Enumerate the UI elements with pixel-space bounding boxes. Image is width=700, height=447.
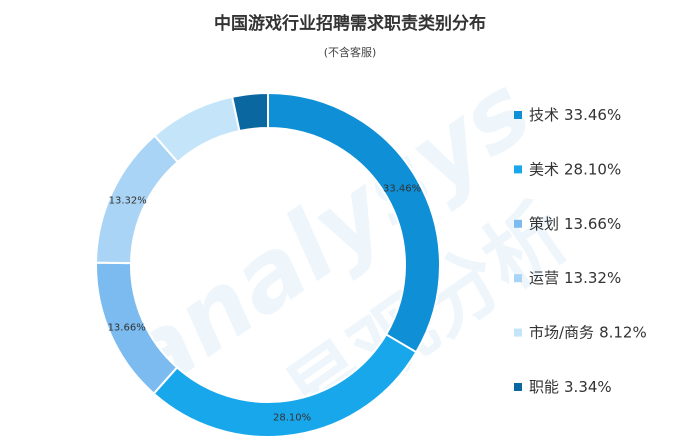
legend-swatch bbox=[514, 274, 522, 283]
legend-value: 8.12% bbox=[599, 323, 647, 341]
legend-swatch bbox=[514, 111, 522, 119]
legend-value: 13.32% bbox=[564, 269, 621, 287]
legend-swatch bbox=[514, 383, 522, 391]
slice-label: 33.46% bbox=[383, 183, 421, 194]
legend-swatch bbox=[514, 328, 522, 337]
legend-name: 技术 bbox=[529, 106, 559, 124]
legend-name: 市场/商务 bbox=[529, 323, 594, 341]
legend-label: 美术 28.10% bbox=[529, 160, 621, 178]
slice-label: 13.66% bbox=[108, 322, 146, 333]
chart-title: 中国游戏行业招聘需求职责类别分布 bbox=[214, 13, 486, 34]
legend-name: 美术 bbox=[529, 160, 559, 178]
legend-value: 33.46% bbox=[564, 106, 621, 124]
legend-label: 市场/商务 8.12% bbox=[529, 323, 647, 341]
legend-label: 策划 13.66% bbox=[529, 214, 621, 232]
legend-label: 技术 33.46% bbox=[529, 106, 621, 124]
legend-label: 职能 3.34% bbox=[529, 378, 612, 396]
legend-swatch bbox=[514, 165, 522, 174]
legend-value: 3.34% bbox=[564, 378, 612, 396]
donut-slice bbox=[230, 91, 269, 133]
chart-subtitle: (不含客服) bbox=[324, 45, 377, 59]
legend-value: 13.66% bbox=[564, 214, 621, 232]
slice-label: 28.10% bbox=[273, 413, 311, 424]
legend-name: 职能 bbox=[529, 378, 559, 396]
slice-label: 13.32% bbox=[109, 195, 147, 206]
legend-name: 运营 bbox=[529, 269, 559, 287]
legend-value: 28.10% bbox=[564, 160, 621, 178]
legend-swatch bbox=[514, 219, 522, 228]
legend-name: 策划 bbox=[529, 214, 559, 232]
legend-label: 运营 13.32% bbox=[529, 269, 621, 287]
